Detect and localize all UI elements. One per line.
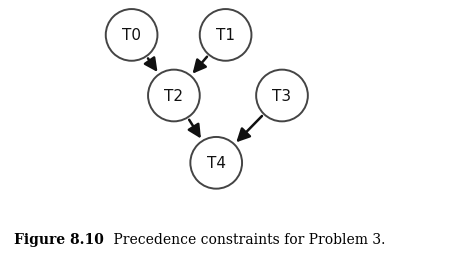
Text: T0: T0 bbox=[122, 28, 141, 43]
Text: T4: T4 bbox=[207, 156, 226, 171]
Text: T1: T1 bbox=[216, 28, 235, 43]
Text: Figure 8.10: Figure 8.10 bbox=[14, 232, 104, 246]
Ellipse shape bbox=[256, 70, 308, 122]
Text: T2: T2 bbox=[164, 89, 183, 104]
Ellipse shape bbox=[106, 10, 157, 61]
Ellipse shape bbox=[148, 70, 200, 122]
Text: T3: T3 bbox=[273, 89, 291, 104]
Ellipse shape bbox=[190, 137, 242, 189]
Text: Precedence constraints for Problem 3.: Precedence constraints for Problem 3. bbox=[96, 232, 386, 246]
Ellipse shape bbox=[200, 10, 251, 61]
